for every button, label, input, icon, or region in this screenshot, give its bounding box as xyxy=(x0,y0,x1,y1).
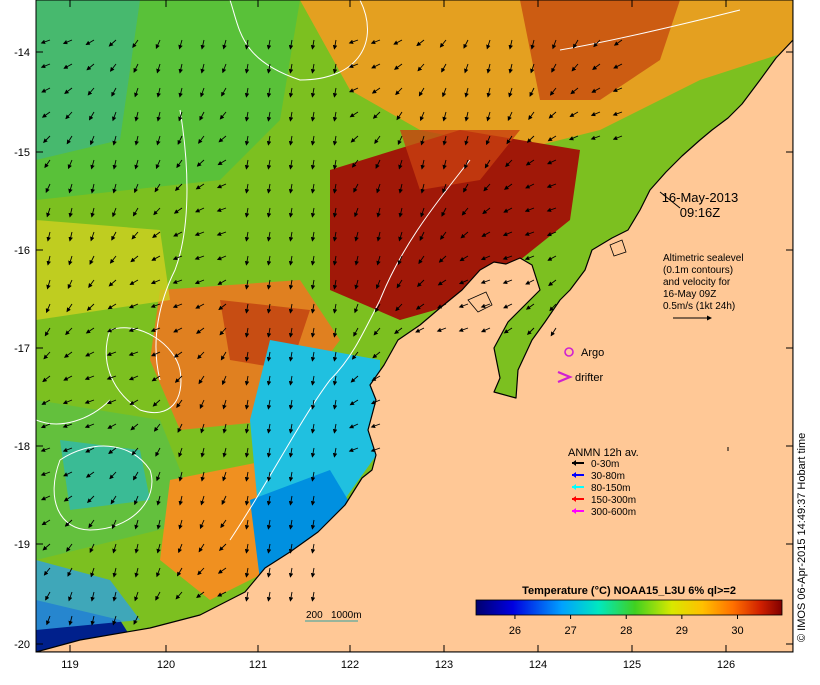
credit-label: © IMOS 06-Apr-2015 14:49:37 Hobart time xyxy=(796,432,808,642)
altimetry-line: 16-May 09Z xyxy=(663,289,716,300)
depth-1000-label: 1000m xyxy=(331,610,362,621)
x-tick-label: 119 xyxy=(61,659,79,671)
y-tick-label: -19 xyxy=(14,539,30,551)
altimetry-legend: Altimetric sealevel (0.1m contours) and … xyxy=(663,253,744,321)
x-tick-label: 123 xyxy=(435,659,453,671)
island xyxy=(467,291,493,313)
x-tick-label: 125 xyxy=(623,659,641,671)
anmn-item-label: 80-150m xyxy=(591,483,630,494)
y-axis: -14 -15 -16 -17 -18 -19 -20 xyxy=(14,47,793,651)
x-tick-label: 126 xyxy=(717,659,735,671)
anmn-item-label: 30-80m xyxy=(591,471,625,482)
y-tick-label: -17 xyxy=(14,343,30,355)
island xyxy=(609,239,627,257)
y-tick-label: -20 xyxy=(14,639,30,651)
drifter-chevron-icon xyxy=(557,370,573,384)
y-tick-label: -16 xyxy=(14,245,30,257)
depth-200-label: 200 xyxy=(306,610,323,621)
land-kimberley-coast xyxy=(36,0,793,652)
x-tick-label: 120 xyxy=(157,659,175,671)
anmn-item-label: 150-300m xyxy=(591,495,636,506)
anmn-item-label: 0-30m xyxy=(591,459,619,470)
y-tick-label: -15 xyxy=(14,147,30,159)
sealevel-contours xyxy=(36,0,741,541)
colorbar-tick-label: 29 xyxy=(676,625,688,637)
anmn-legend: ANMN 12h av. 0-30m30-80m80-150m150-300m3… xyxy=(568,447,639,518)
colorbar-tick-label: 28 xyxy=(620,625,632,637)
drifter-label: drifter xyxy=(575,372,603,384)
altimetry-line: and velocity for xyxy=(663,277,731,288)
anmn-item-label: 300-600m xyxy=(591,507,636,518)
colorbar-gradient xyxy=(475,599,783,616)
colorbar-tick-label: 27 xyxy=(564,625,576,637)
altimetry-line: 0.5m/s (1kt 24h) xyxy=(663,301,735,312)
colorbar-tick-label: 26 xyxy=(509,625,521,637)
argo-circle-icon xyxy=(564,347,574,357)
date-pointer xyxy=(659,191,681,209)
argo-label: Argo xyxy=(581,347,604,359)
y-tick-label: -14 xyxy=(14,47,30,59)
altimetry-line: Altimetric sealevel xyxy=(663,253,744,264)
x-axis: 119 120 121 122 123 124 125 126 xyxy=(61,0,735,671)
anmn-title: ANMN 12h av. xyxy=(568,447,639,459)
plot-frame xyxy=(35,0,794,653)
altimetry-line: (0.1m contours) xyxy=(663,265,733,276)
x-tick-label: 122 xyxy=(341,659,359,671)
x-tick-label: 124 xyxy=(529,659,547,671)
y-tick-label: -18 xyxy=(14,441,30,453)
colorbar: Temperature (°C) NOAA15_L3U 6% ql>=2 26 2… xyxy=(475,585,783,637)
cool-coastal xyxy=(250,340,380,530)
time-label: 09:16Z xyxy=(680,205,721,220)
x-tick-label: 121 xyxy=(249,659,267,671)
date-label: 16-May-2013 xyxy=(662,190,739,205)
velocity-arrows xyxy=(40,39,623,626)
colorbar-tick-label: 30 xyxy=(731,625,743,637)
colorbar-title: Temperature (°C) NOAA15_L3U 6% ql>=2 xyxy=(522,585,736,597)
